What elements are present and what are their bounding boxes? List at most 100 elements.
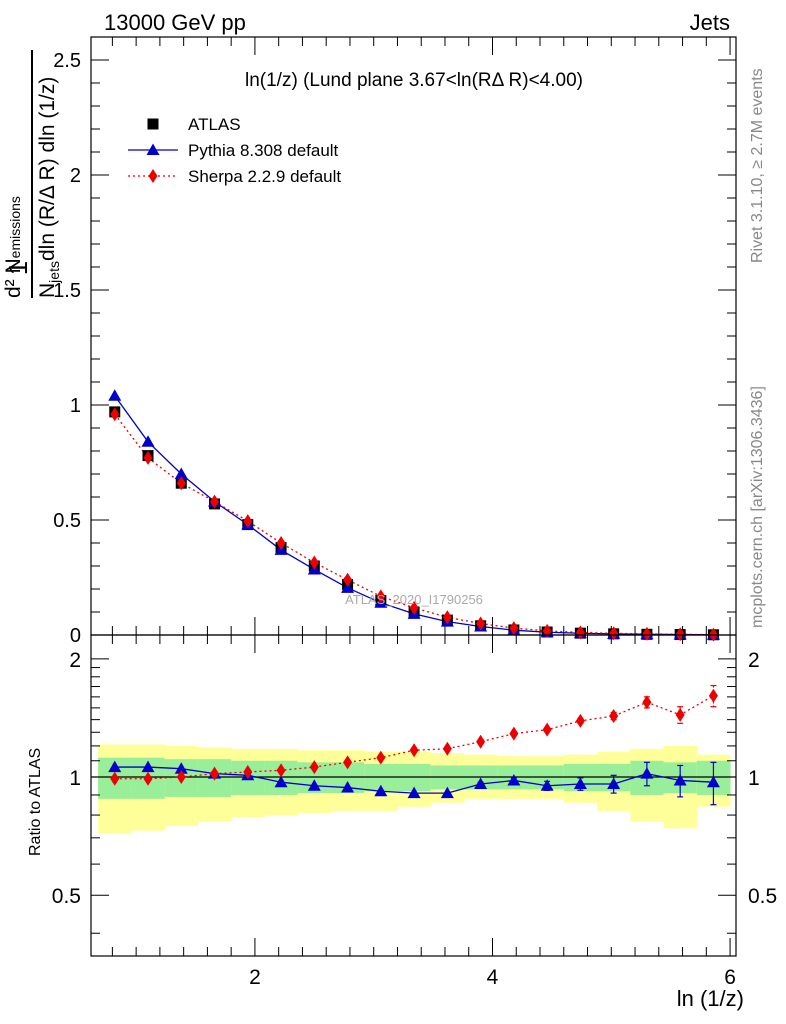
ratio-point-sherpa <box>409 743 419 758</box>
main-point-sherpa <box>476 616 486 631</box>
ratio-point-sherpa <box>376 750 386 765</box>
ratio-point-pythia <box>141 760 155 773</box>
ylabel-num-sub: emissions <box>7 196 23 258</box>
ylabel-num-main: d² N <box>2 258 25 298</box>
main-point-sherpa <box>642 626 652 641</box>
analysis-watermark: ATLAS_2020_I1790256 <box>345 592 483 607</box>
main-y-tick-label: 0 <box>70 625 81 647</box>
legend-label-atlas: ATLAS <box>188 115 241 134</box>
main-panel: 0 0.5 1 1.5 2 2.5 ln(1/z) (Lund plane 3.67<ln… <box>53 36 737 647</box>
ylabel-den-main: N <box>36 283 59 298</box>
ylabel-den-rest: dln (R/Δ R) dln (1/z) <box>36 77 59 261</box>
main-point-sherpa <box>210 494 220 509</box>
main-point-sherpa <box>409 600 419 615</box>
legend-marker-atlas <box>147 118 159 130</box>
mcplots-side-label: mcplots.cern.ch [arXiv:1306.3436] <box>749 386 766 628</box>
legend-marker-pythia <box>146 143 160 155</box>
ratio-y-tick-label-right: 2 <box>748 649 760 672</box>
main-point-sherpa <box>575 625 585 640</box>
ratio-point-sherpa <box>675 707 685 722</box>
main-point-pythia <box>341 581 355 593</box>
ratio-point-pythia <box>540 779 554 791</box>
ratio-y-tick-label: 1 <box>69 767 81 790</box>
rivet-side-label: Rivet 3.1.10, ≥ 2.7M events <box>749 68 766 263</box>
ylabel-numerator: d² Nemissions <box>2 196 25 298</box>
ratio-point-pythia <box>607 777 621 789</box>
main-y-tick-label: 2.5 <box>53 50 81 72</box>
main-point-sherpa <box>343 572 353 587</box>
ratio-point-sherpa <box>708 688 718 703</box>
main-series-layer <box>108 389 720 642</box>
main-point-pythia <box>108 389 122 401</box>
header-left-label: 13000 GeV pp <box>104 10 246 35</box>
ratio-point-sherpa <box>243 764 253 779</box>
ylabel-denominator: Njetsdln (R/Δ R) dln (1/z) <box>36 77 62 298</box>
ratio-plot-frame <box>90 634 737 957</box>
main-plot-title: ln(1/z) (Lund plane 3.67<ln(RΔ R)<4.00) <box>245 70 583 91</box>
ratio-point-pythia <box>440 786 454 799</box>
ratio-point-sherpa <box>542 722 552 737</box>
ratio-point-sherpa <box>176 770 186 785</box>
legend: ATLAS Pythia 8.308 default Sherpa 2.2.9 de… <box>128 115 341 186</box>
ratio-point-sherpa <box>143 771 153 786</box>
ratio-point-sherpa <box>609 709 619 724</box>
main-point-pythia <box>141 435 155 447</box>
ratio-point-pythia <box>640 767 654 779</box>
main-point-sherpa <box>243 514 253 529</box>
ylabel-numerator-one: 1 <box>3 261 33 275</box>
ratio-x-tick-label: 2 <box>249 966 261 989</box>
main-point-sherpa <box>276 536 286 550</box>
ratio-point-sherpa <box>509 726 519 741</box>
ratio-point-sherpa <box>476 734 486 749</box>
ratio-point-sherpa <box>309 760 319 775</box>
main-y-tick-label: 1 <box>70 395 81 417</box>
ratio-point-sherpa <box>442 741 452 756</box>
ratio-point-pythia <box>573 777 587 789</box>
ratio-point-pythia <box>507 773 521 786</box>
ratio-point-pythia <box>374 784 388 797</box>
ratio-point-pythia <box>274 775 288 788</box>
main-point-sherpa <box>376 589 386 604</box>
ylabel-den-sub: jets <box>46 261 62 284</box>
ratio-panel: 0.5 0.5 1 1 2 2 2 4 6 ln (1/z) <box>52 634 777 1011</box>
ratio-point-sherpa <box>210 766 220 781</box>
ratio-x-tick-label: 6 <box>724 966 736 989</box>
ratio-point-pythia <box>108 760 122 773</box>
main-y-tick-label: 2 <box>70 165 81 187</box>
ratio-tick-marks: 0.5 0.5 1 1 2 2 2 4 6 <box>52 635 777 989</box>
ratio-point-sherpa <box>575 713 585 728</box>
main-y-tick-label: 1.5 <box>53 280 81 302</box>
ratio-point-sherpa <box>642 695 652 710</box>
x-axis-label: ln (1/z) <box>677 986 744 1011</box>
ratio-point-pythia <box>474 777 488 789</box>
ratio-point-pythia <box>307 779 321 791</box>
ratio-y-tick-label-right: 1 <box>748 767 760 790</box>
main-point-sherpa <box>176 476 186 491</box>
header-right-label: Jets <box>690 10 730 35</box>
ratio-y-tick-label: 2 <box>69 649 81 672</box>
main-point-sherpa <box>309 555 319 570</box>
legend-label-pythia: Pythia 8.308 default <box>188 141 339 160</box>
main-point-sherpa <box>143 450 153 465</box>
main-y-axis-label: 1 d² Nemissions Njetsdln (R/Δ R) dln (1/… <box>2 50 62 298</box>
ratio-point-pythia <box>341 781 355 793</box>
main-y-tick-label: 0.5 <box>53 510 81 532</box>
main-point-sherpa <box>542 623 552 638</box>
legend-marker-sherpa <box>148 169 158 183</box>
ratio-point-pythia <box>706 775 720 788</box>
main-tick-marks: 0 0.5 1 1.5 2 2.5 <box>53 37 736 647</box>
main-point-sherpa <box>110 407 120 422</box>
ratio-y-tick-label-right: 0.5 <box>748 885 777 908</box>
main-point-pythia <box>174 467 188 479</box>
main-point-sherpa <box>509 621 519 636</box>
ratio-point-sherpa <box>343 755 353 770</box>
ratio-point-pythia <box>174 762 188 774</box>
ratio-point-sherpa <box>276 763 286 778</box>
ratio-series-layer <box>108 684 720 806</box>
main-point-sherpa <box>442 610 452 625</box>
ratio-y-axis-label: Ratio to ATLAS <box>27 748 44 856</box>
ratio-x-tick-label: 4 <box>487 966 499 989</box>
ratio-point-sherpa <box>110 771 120 786</box>
legend-label-sherpa: Sherpa 2.2.9 default <box>188 167 341 186</box>
